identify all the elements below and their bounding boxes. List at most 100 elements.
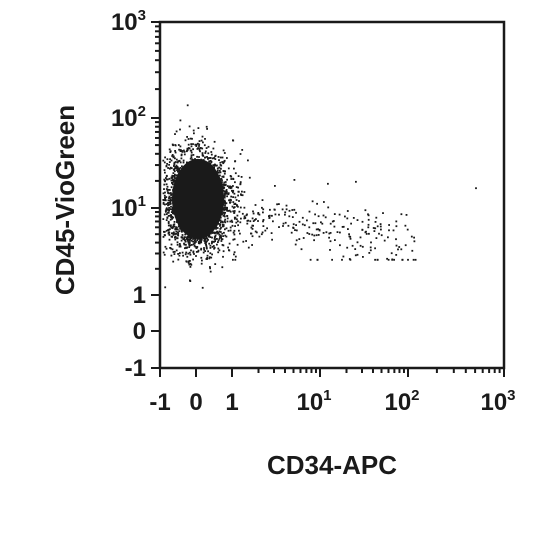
event-dot: [300, 248, 303, 251]
event-dot: [219, 225, 221, 227]
event-dot: [406, 228, 409, 231]
event-dot: [211, 240, 213, 243]
event-dot: [163, 183, 166, 186]
event-dot: [163, 169, 166, 171]
event-dot: [168, 163, 170, 166]
event-dot: [206, 254, 209, 257]
event-dot: [176, 243, 179, 246]
event-dot: [202, 141, 204, 144]
event-dot: [314, 213, 316, 216]
event-dot: [222, 175, 225, 178]
event-dot: [209, 267, 211, 270]
event-dot: [262, 219, 265, 221]
event-dot: [376, 258, 379, 261]
event-dot: [262, 225, 265, 227]
event-dot: [194, 240, 196, 243]
event-dot: [328, 236, 330, 239]
event-dot: [294, 243, 297, 246]
event-dot: [208, 160, 210, 163]
event-dot: [174, 236, 176, 239]
event-dot: [221, 181, 223, 183]
event-dot: [270, 232, 273, 234]
event-dot: [209, 244, 212, 247]
event-dot: [254, 204, 257, 206]
event-dot: [162, 236, 165, 238]
event-dot: [190, 143, 193, 145]
event-dot: [175, 158, 178, 161]
event-dot: [313, 234, 316, 237]
event-dot: [171, 216, 174, 218]
event-dot: [266, 227, 268, 230]
x-tick-label: 102: [384, 387, 419, 416]
event-dot: [252, 224, 254, 227]
event-dot: [176, 241, 179, 244]
x-tick-label: 103: [480, 387, 515, 416]
event-dot: [184, 233, 187, 236]
event-dot: [170, 243, 173, 246]
event-dot: [175, 174, 178, 177]
event-dot: [258, 235, 261, 238]
event-dot: [183, 237, 186, 240]
event-dot: [212, 245, 215, 247]
y-tick-label: -1: [125, 355, 146, 382]
event-dot: [171, 227, 174, 230]
event-dot: [352, 217, 355, 219]
event-dot: [204, 156, 206, 159]
event-dot: [210, 153, 213, 156]
event-dot: [369, 246, 372, 249]
event-dot: [210, 151, 213, 153]
event-dot: [164, 234, 166, 237]
event-dot: [212, 231, 215, 234]
event-dot: [171, 179, 174, 182]
event-dot: [272, 220, 274, 223]
event-dots: [162, 104, 477, 289]
event-dot: [282, 222, 285, 225]
event-dot: [208, 242, 211, 245]
event-dot: [235, 186, 238, 188]
event-dot: [208, 234, 211, 237]
event-dot: [183, 153, 186, 156]
event-dot: [341, 226, 344, 228]
event-dot: [198, 145, 200, 147]
event-dot: [234, 196, 237, 199]
event-dot: [179, 128, 181, 131]
event-dot: [224, 181, 227, 183]
event-dot: [171, 232, 173, 235]
event-dot: [316, 258, 319, 261]
event-dot: [395, 244, 398, 247]
event-dot: [221, 266, 224, 269]
event-dot: [230, 186, 233, 189]
event-dot: [168, 231, 171, 234]
event-dot: [208, 157, 211, 159]
event-dot: [171, 183, 174, 186]
event-dot: [219, 228, 222, 230]
y-tick-label: 101: [111, 193, 146, 222]
event-dot: [331, 220, 334, 223]
event-dot: [207, 145, 210, 148]
event-dot: [205, 147, 208, 149]
event-dot: [361, 228, 364, 231]
event-dot: [257, 212, 260, 214]
event-dot: [164, 199, 167, 202]
event-dot: [193, 244, 196, 247]
event-dot: [261, 199, 264, 201]
event-dot: [223, 199, 226, 202]
event-dot: [205, 237, 208, 240]
event-dot: [192, 240, 194, 243]
event-dot: [184, 247, 186, 250]
event-dot: [203, 239, 206, 242]
event-dot: [347, 228, 349, 230]
event-dot: [198, 140, 201, 142]
event-dot: [217, 232, 220, 235]
event-dot: [251, 228, 254, 230]
event-dot: [189, 244, 192, 247]
event-dot: [201, 135, 204, 138]
event-dot: [334, 239, 336, 241]
event-dot: [349, 237, 352, 240]
event-dot: [170, 196, 173, 199]
event-dot: [374, 221, 377, 223]
event-dot: [370, 241, 372, 244]
event-dot: [193, 132, 195, 135]
event-dot: [414, 258, 417, 261]
